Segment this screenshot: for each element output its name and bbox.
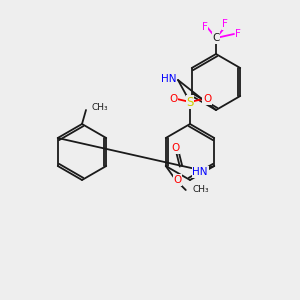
Text: CH₃: CH₃ [193, 185, 209, 194]
Text: O: O [203, 94, 211, 104]
Text: O: O [169, 94, 177, 104]
Text: F: F [202, 22, 208, 32]
Text: F: F [235, 29, 241, 39]
Text: O: O [174, 175, 182, 185]
Text: C: C [212, 33, 220, 43]
Text: HN: HN [193, 167, 208, 177]
Text: CH₃: CH₃ [91, 103, 108, 112]
Text: HN: HN [160, 74, 176, 84]
Text: S: S [186, 95, 194, 109]
Text: O: O [171, 143, 179, 153]
Text: F: F [222, 19, 228, 29]
